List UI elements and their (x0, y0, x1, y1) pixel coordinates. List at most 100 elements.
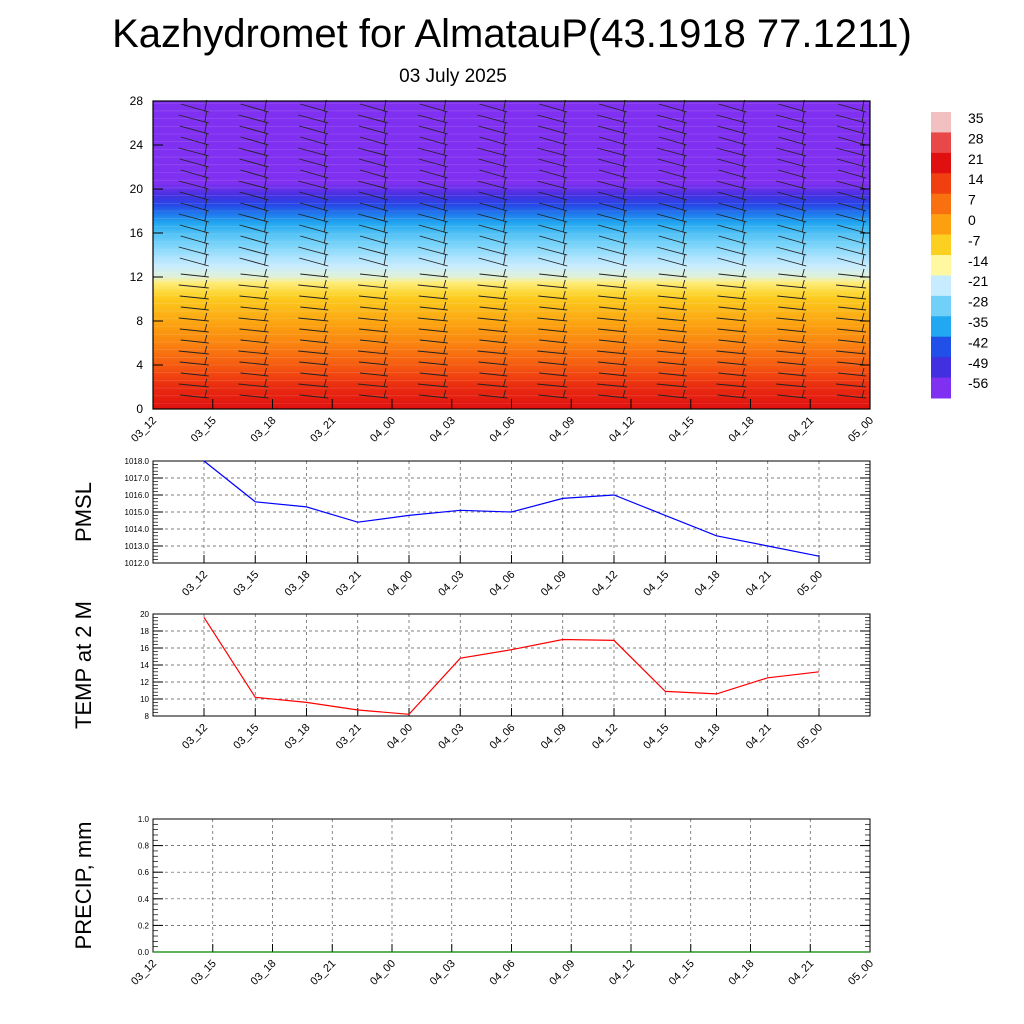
y-tick-label: 1012.0 (125, 559, 150, 568)
x-tick-label: 04_15 (641, 569, 671, 599)
wind-barb (357, 279, 389, 289)
wind-barb (717, 389, 747, 399)
colorbar-swatch (931, 295, 951, 317)
wind-barb (298, 312, 329, 322)
wind-barb (598, 231, 628, 245)
wind-barb (538, 187, 568, 201)
wind-barb (357, 110, 389, 124)
wind-barb (537, 110, 568, 124)
wind-barb (299, 121, 329, 135)
x-tick-label: 04_09 (539, 569, 569, 599)
wind-barb (716, 209, 747, 223)
wind-barb (716, 242, 747, 256)
wind-barb (597, 121, 628, 135)
wind-barb (777, 356, 807, 366)
wind-barb (837, 334, 867, 344)
wind-barb (298, 176, 329, 190)
x-tick-label: 04_15 (641, 722, 671, 752)
wind-barb (716, 378, 747, 388)
wind-barb (239, 389, 269, 399)
x-tick-label: 04_03 (428, 958, 458, 988)
wind-barb (419, 231, 448, 245)
wind-barb (478, 121, 508, 135)
wind-barb (717, 220, 747, 234)
wind-barb (658, 367, 687, 377)
wind-barb (778, 99, 807, 113)
y-tick-label: 28 (130, 94, 144, 108)
y-tick-label: 1015.0 (125, 508, 150, 517)
wind-barb (776, 110, 807, 124)
wind-barb (477, 378, 508, 388)
wind-barb (179, 290, 209, 300)
wind-barb (657, 356, 687, 366)
wind-barb (656, 279, 687, 289)
wind-barb (419, 165, 448, 179)
wind-barb (180, 301, 209, 311)
wind-barb (178, 345, 209, 355)
wind-barb (716, 143, 747, 157)
colorbar-label: 7 (968, 192, 976, 208)
x-tick-label: 03_12 (180, 722, 210, 752)
y-tick-label: 12 (140, 678, 149, 687)
wind-barb (537, 279, 568, 289)
colorbar-swatch (931, 357, 951, 379)
colorbar-label: -56 (968, 375, 988, 391)
wind-barb (537, 345, 568, 355)
wind-barb (300, 198, 329, 212)
wind-barb (180, 198, 209, 212)
wind-barb (718, 99, 747, 113)
colorbar-swatch (931, 316, 951, 338)
wind-barb (240, 334, 269, 344)
wind-barb (479, 334, 508, 344)
wind-barb (477, 209, 508, 223)
wind-barb (837, 165, 867, 179)
x-tick-label: 04_03 (436, 569, 466, 599)
y-tick-label: 0.0 (138, 948, 150, 957)
wind-barb (178, 209, 209, 223)
x-tick-label: 04_00 (385, 569, 415, 599)
wind-barb (417, 143, 448, 157)
wind-barb (300, 367, 329, 377)
colorbar-label: 28 (968, 130, 984, 146)
wind-barb (835, 242, 867, 256)
x-tick-label: 03_15 (189, 958, 219, 988)
wind-barb (240, 268, 269, 278)
wind-barb (776, 176, 807, 190)
wind-barb (835, 176, 867, 190)
y-tick-label: 0 (136, 402, 143, 416)
wind-barb (538, 389, 568, 399)
wind-barb (240, 165, 269, 179)
colorbar-label: -28 (968, 294, 988, 310)
x-tick-label: 04_00 (385, 722, 415, 752)
wind-barb (596, 378, 628, 388)
wind-barb (776, 209, 807, 223)
wind-barb (357, 176, 389, 190)
wind-barb (716, 110, 747, 124)
wind-barb (835, 279, 867, 289)
wind-barb (777, 220, 807, 234)
wind-barb (299, 154, 329, 168)
wind-barb (358, 290, 389, 300)
wind-barb (418, 187, 448, 201)
x-tick-label: 03_21 (308, 415, 338, 445)
colorbar-swatch (931, 173, 951, 195)
wind-barb (778, 301, 807, 311)
wind-barb (417, 110, 448, 124)
wind-barb (656, 378, 687, 388)
y-tick-label: 14 (140, 661, 149, 670)
wind-barb (238, 110, 269, 124)
wind-barb (300, 231, 329, 245)
y-tick-label: 8 (136, 314, 143, 328)
wind-barb (597, 290, 628, 300)
colorbar-swatch (931, 275, 951, 297)
wind-barb (179, 323, 209, 333)
wind-barb (477, 279, 508, 289)
wind-barb (777, 154, 807, 168)
wind-barb (837, 132, 867, 146)
wind-barb (478, 220, 508, 234)
wind-barb (300, 301, 329, 311)
y-tick-label: 1.0 (138, 815, 150, 824)
wind-barb (598, 367, 628, 377)
colorbar-swatch (931, 214, 951, 236)
wind-barb (598, 198, 628, 212)
